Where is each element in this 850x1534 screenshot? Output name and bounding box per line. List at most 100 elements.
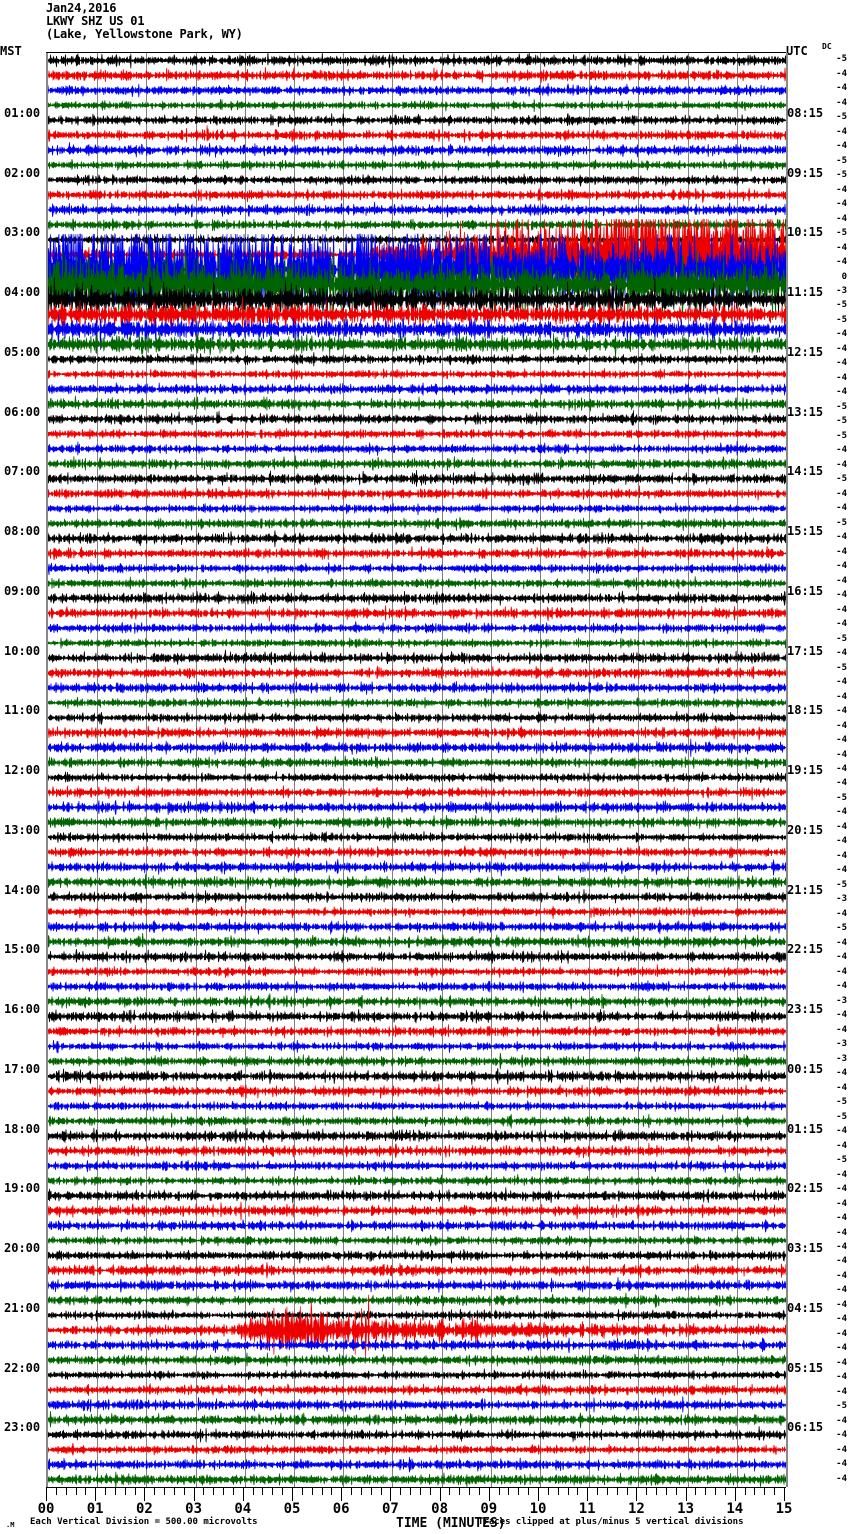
minor-tick-69 [725, 1488, 726, 1495]
dc-value-59: -4 [827, 909, 847, 919]
major-tick-10 [144, 1488, 145, 1501]
trace-row-34 [48, 562, 786, 575]
mst-hour-label-0900: 09:00 [4, 584, 40, 598]
dc-value-73: -5 [827, 1112, 847, 1122]
mst-hour-label-2200: 22:00 [4, 1361, 40, 1375]
dc-value-72: -5 [827, 1097, 847, 1107]
mst-hour-label-0700: 07:00 [4, 464, 40, 478]
dc-value-82: -4 [827, 1242, 847, 1252]
trace-row-51 [48, 815, 786, 830]
minor-tick-3 [76, 1488, 77, 1495]
trace-row-21 [48, 368, 786, 380]
trace-row-24 [48, 410, 786, 425]
dc-value-62: -4 [827, 952, 847, 962]
major-tick-50 [538, 1488, 539, 1501]
minor-tick-63 [666, 1488, 667, 1495]
dc-value-64: -4 [827, 981, 847, 991]
dc-value-21: -4 [827, 358, 847, 368]
mst-hour-label-0300: 03:00 [4, 225, 40, 239]
mst-hour-label-2300: 23:00 [4, 1420, 40, 1434]
trace-row-81 [48, 1262, 786, 1278]
trace-row-61 [48, 964, 786, 978]
major-tick-70 [735, 1488, 736, 1501]
dc-value-9: -4 [827, 185, 847, 195]
trace-row-26 [48, 441, 786, 456]
trace-row-0 [48, 53, 786, 68]
dc-value-36: -4 [827, 576, 847, 586]
dc-value-56: -4 [827, 865, 847, 875]
minor-tick-48 [518, 1488, 519, 1495]
trace-row-3 [48, 99, 786, 112]
minor-tick-39 [430, 1488, 431, 1495]
trace-row-6 [48, 142, 786, 157]
dc-value-91: -4 [827, 1372, 847, 1382]
trace-row-40 [48, 650, 786, 665]
utc-hour-label-1615: 16:15 [787, 584, 823, 598]
mst-hour-label-0600: 06:00 [4, 405, 40, 419]
minor-tick-37 [410, 1488, 411, 1495]
utc-hour-label-2015: 20:15 [787, 823, 823, 837]
utc-hour-label-0115: 01:15 [787, 1122, 823, 1136]
dc-value-68: -3 [827, 1039, 847, 1049]
utc-hour-label-0315: 03:15 [787, 1241, 823, 1255]
dc-value-22: -4 [827, 373, 847, 383]
xtick-label-13: 13 [666, 1501, 706, 1517]
dc-value-53: -4 [827, 822, 847, 832]
trace-row-52 [48, 831, 786, 844]
minor-tick-11 [154, 1488, 155, 1495]
minor-tick-42 [459, 1488, 460, 1495]
trace-row-72 [48, 1128, 786, 1144]
dc-value-66: -4 [827, 1010, 847, 1020]
minor-tick-59 [627, 1488, 628, 1495]
trace-row-32 [48, 530, 786, 547]
mst-hour-label-1500: 15:00 [4, 942, 40, 956]
trace-row-68 [48, 1068, 786, 1085]
chart-header: Jan24,2016 LKWY SHZ US 01 (Lake, Yellows… [46, 2, 243, 41]
dc-value-54: -4 [827, 836, 847, 846]
trace-row-11 [48, 218, 786, 231]
mst-hour-label-0800: 08:00 [4, 524, 40, 538]
dc-value-8: -5 [827, 170, 847, 180]
dc-value-85: -4 [827, 1285, 847, 1295]
xtick-label-06: 06 [321, 1501, 361, 1517]
minor-tick-64 [676, 1488, 677, 1495]
minor-tick-17 [213, 1488, 214, 1495]
minor-tick-46 [499, 1488, 500, 1495]
utc-hour-label-1715: 17:15 [787, 644, 823, 658]
major-tick-55 [587, 1488, 588, 1501]
trace-row-67 [48, 1053, 786, 1069]
minor-tick-28 [322, 1488, 323, 1495]
trace-row-78 [48, 1219, 786, 1233]
trace-row-92 [48, 1426, 786, 1442]
dc-value-18: -5 [827, 315, 847, 325]
xtick-label-14: 14 [715, 1501, 755, 1517]
major-tick-60 [636, 1488, 637, 1501]
minor-tick-8 [125, 1488, 126, 1495]
minor-tick-43 [469, 1488, 470, 1495]
trace-row-31 [48, 517, 786, 531]
dc-value-17: -5 [827, 300, 847, 310]
minor-tick-27 [312, 1488, 313, 1495]
dc-value-95: -4 [827, 1430, 847, 1440]
major-tick-20 [243, 1488, 244, 1501]
mst-hour-label-0400: 04:00 [4, 285, 40, 299]
minor-tick-49 [528, 1488, 529, 1495]
utc-hour-label-1815: 18:15 [787, 703, 823, 717]
minor-tick-58 [617, 1488, 618, 1495]
trace-row-19 [48, 333, 786, 358]
trace-row-64 [48, 1009, 786, 1024]
trace-row-69 [48, 1084, 786, 1099]
dc-value-34: -4 [827, 547, 847, 557]
dc-value-98: -4 [827, 1474, 847, 1484]
dc-value-16: -3 [827, 286, 847, 296]
minor-tick-13 [174, 1488, 175, 1495]
trace-row-22 [48, 382, 786, 395]
trace-row-80 [48, 1249, 786, 1263]
trace-row-33 [48, 546, 786, 560]
dc-value-41: -4 [827, 648, 847, 658]
dc-value-27: -4 [827, 445, 847, 455]
minor-tick-19 [233, 1488, 234, 1495]
trace-row-38 [48, 621, 786, 634]
mst-hour-label-1600: 16:00 [4, 1002, 40, 1016]
utc-hour-label-0415: 04:15 [787, 1301, 823, 1315]
